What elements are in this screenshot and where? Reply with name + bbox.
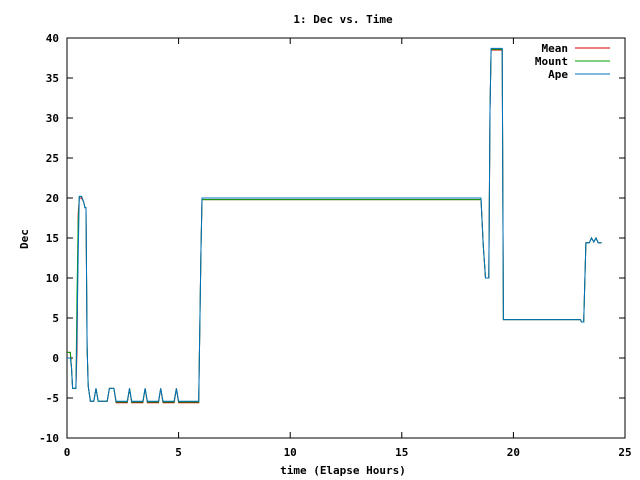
x-tick-label: 15 xyxy=(395,446,408,459)
y-axis-label: Dec xyxy=(18,229,31,249)
series-lines xyxy=(67,47,602,404)
legend-label-mount: Mount xyxy=(535,55,568,68)
legend-label-mean: Mean xyxy=(542,42,569,55)
y-tick-label: 25 xyxy=(46,152,59,165)
legend-label-ape: Ape xyxy=(548,68,568,81)
x-tick-label: 5 xyxy=(175,446,182,459)
series-line-ape xyxy=(67,47,602,402)
plot-frame xyxy=(66,37,626,439)
series-line-mean xyxy=(67,49,602,404)
y-tick-label: 15 xyxy=(46,232,59,245)
y-tick-label: 20 xyxy=(46,192,59,205)
x-tick-label: 10 xyxy=(284,446,297,459)
axis-ticks: 0 5 10 15 20 25 -10 -5 0 5 10 15 20 25 30 35 40 xyxy=(39,32,632,459)
x-tick-label: 20 xyxy=(507,446,520,459)
series-line-mount xyxy=(67,48,602,403)
y-tick-label: 40 xyxy=(46,32,59,45)
y-tick-label: 5 xyxy=(52,312,59,325)
y-tick-label: -10 xyxy=(39,432,59,445)
chart-title: 1: Dec vs. Time xyxy=(293,13,393,26)
x-axis-label: time (Elapse Hours) xyxy=(280,464,406,477)
y-tick-label: 35 xyxy=(46,72,59,85)
y-tick-label: 10 xyxy=(46,272,59,285)
x-tick-label: 0 xyxy=(64,446,71,459)
y-tick-label: 0 xyxy=(52,352,59,365)
y-tick-label: 30 xyxy=(46,112,59,125)
y-tick-label: -5 xyxy=(46,392,59,405)
x-tick-label: 25 xyxy=(618,446,631,459)
